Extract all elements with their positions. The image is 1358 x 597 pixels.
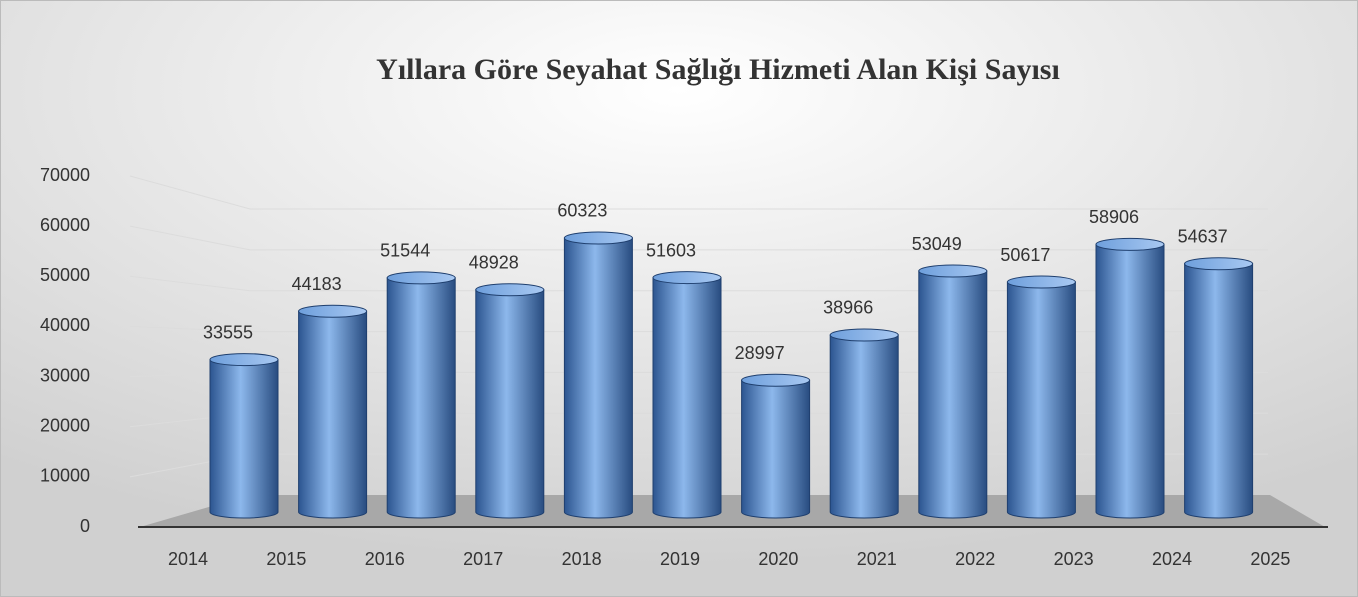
data-label: 60323 (557, 201, 607, 221)
x-tick-label: 2021 (857, 549, 897, 569)
y-tick-label: 20000 (40, 415, 90, 435)
bar (918, 264, 988, 519)
bar (209, 353, 279, 519)
x-tick-label: 2020 (758, 549, 798, 569)
x-tick-label: 2019 (660, 549, 700, 569)
y-tick-label: 50000 (40, 265, 90, 285)
data-label: 54637 (1178, 227, 1228, 247)
bar (563, 231, 633, 519)
x-tick-label: 2018 (562, 549, 602, 569)
x-tick-label: 2016 (365, 549, 405, 569)
y-tick-label: 30000 (40, 365, 90, 385)
bar (1006, 275, 1076, 519)
y-tick-label: 0 (80, 516, 90, 536)
x-tick-label: 2025 (1250, 549, 1290, 569)
x-tick-label: 2024 (1152, 549, 1192, 569)
y-tick-label: 60000 (40, 215, 90, 235)
y-tick-label: 40000 (40, 315, 90, 335)
bar (298, 304, 368, 519)
data-label: 33555 (203, 322, 253, 342)
bar (386, 271, 456, 519)
chart-title: Yıllara Göre Seyahat Sağlığı Hizmeti Ala… (376, 53, 1060, 86)
data-label: 38966 (823, 298, 873, 318)
data-label: 53049 (912, 234, 962, 254)
bar (652, 271, 722, 519)
y-tick-label: 70000 (40, 165, 90, 185)
y-tick-label: 10000 (40, 466, 90, 486)
data-label: 44183 (292, 274, 342, 294)
data-label: 50617 (1000, 245, 1050, 265)
grid-line (129, 225, 1268, 251)
data-label: 51603 (646, 240, 696, 260)
x-tick-label: 2017 (463, 549, 503, 569)
data-label: 28997 (735, 343, 785, 363)
bar (741, 373, 811, 519)
bar (1095, 237, 1165, 519)
bar (1184, 257, 1254, 519)
x-tick-label: 2022 (955, 549, 995, 569)
x-tick-label: 2014 (168, 549, 208, 569)
data-label: 51544 (380, 241, 430, 261)
bar (829, 328, 899, 519)
x-tick-label: 2023 (1054, 549, 1094, 569)
data-label: 58906 (1089, 207, 1139, 227)
x-tick-label: 2015 (266, 549, 306, 569)
grid-line (129, 175, 1268, 210)
bar (475, 283, 545, 519)
data-label: 48928 (469, 252, 519, 272)
